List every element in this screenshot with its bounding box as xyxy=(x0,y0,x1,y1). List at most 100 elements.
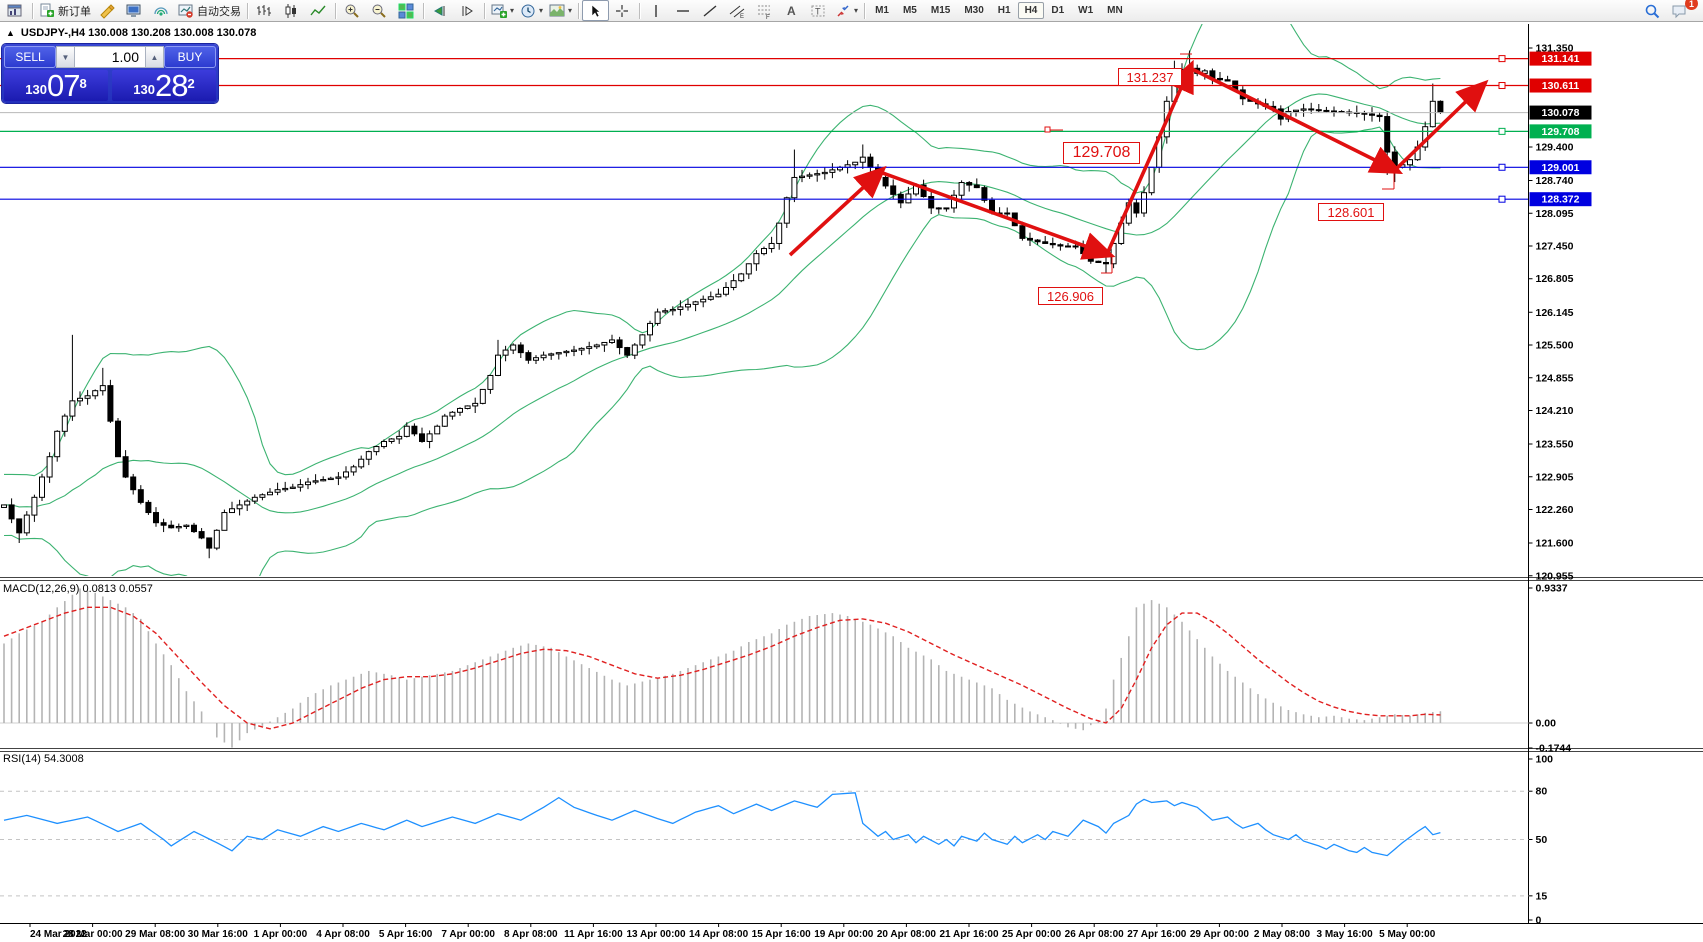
line-anchor-square[interactable] xyxy=(1498,127,1506,135)
autotrading-icon xyxy=(178,3,195,19)
price-badge-129.001 xyxy=(1529,160,1592,175)
terminal-button[interactable] xyxy=(121,0,148,21)
volume-down-button[interactable]: ▼ xyxy=(56,46,75,68)
zoom-out-button[interactable] xyxy=(366,0,393,21)
trend-arrow[interactable] xyxy=(1189,66,1404,175)
macd-label: MACD(12,26,9) 0.0813 0.0557 xyxy=(3,583,153,595)
svg-text:E: E xyxy=(740,14,744,19)
new-chart-icon xyxy=(491,3,508,19)
chart-canvas[interactable]: 131.350 129.400 128.740 128.095 127.450 126.8… xyxy=(0,22,1703,942)
autotrading-button[interactable]: 自动交易 xyxy=(175,0,244,21)
price-label-128601[interactable]: 128.601 xyxy=(1318,203,1384,221)
volume-input[interactable]: 1.00 xyxy=(75,46,145,68)
toolbar-separator xyxy=(335,2,336,19)
timeframe-w1-button[interactable]: W1 xyxy=(1078,5,1094,16)
periods-button[interactable]: ▾ xyxy=(517,0,546,21)
bollinger-middle-band xyxy=(4,93,1441,514)
toolbar-separator xyxy=(578,2,580,19)
new-chart-button[interactable]: ▾ xyxy=(488,0,517,21)
text-a-button[interactable]: A xyxy=(778,0,805,21)
zoom-in-button[interactable] xyxy=(339,0,366,21)
symbol-collapse-icon[interactable]: ▲ xyxy=(6,28,15,38)
timeframe-d1-button[interactable]: D1 xyxy=(1051,5,1065,16)
svg-text:19 Apr 00:00: 19 Apr 00:00 xyxy=(814,929,874,940)
trend-arrow[interactable] xyxy=(788,165,887,257)
trend-arrows[interactable] xyxy=(788,53,1489,274)
horizontal-lines[interactable] xyxy=(0,55,1529,203)
arrows-button[interactable]: ▾ xyxy=(832,0,861,21)
terminal-icon xyxy=(126,3,143,19)
dropdown-caret-icon: ▾ xyxy=(854,5,859,15)
tile-windows-button[interactable] xyxy=(393,0,420,21)
auto-scroll-button[interactable] xyxy=(427,0,454,21)
line-anchor-square[interactable] xyxy=(1498,163,1506,171)
timeframe-m30-button[interactable]: M30 xyxy=(964,5,984,16)
fibonacci-button[interactable]: F xyxy=(751,0,778,21)
sell-price[interactable]: 130 07 8 xyxy=(4,69,108,101)
crosshair-icon xyxy=(614,3,631,19)
svg-text:11 Apr 16:00: 11 Apr 16:00 xyxy=(564,929,623,940)
templates-icon xyxy=(549,3,566,19)
line-chart-button[interactable] xyxy=(305,0,332,21)
search-button[interactable] xyxy=(1639,0,1666,21)
timeframe-mn-button[interactable]: MN xyxy=(1107,5,1123,16)
volume-up-button[interactable]: ▲ xyxy=(145,46,164,68)
sell-button[interactable]: SELL xyxy=(4,46,56,68)
crayon-button[interactable] xyxy=(94,0,121,21)
buy-button[interactable]: BUY xyxy=(164,46,216,68)
chart-shift-button[interactable] xyxy=(454,0,481,21)
candles-chart-button[interactable] xyxy=(278,0,305,21)
trendline-button[interactable] xyxy=(697,0,724,21)
timeframe-m15-button[interactable]: M15 xyxy=(930,5,951,16)
trend-arrow[interactable] xyxy=(1105,59,1194,255)
line-anchor-square[interactable] xyxy=(1498,55,1506,63)
trend-arrow[interactable] xyxy=(879,170,1116,260)
text-a-icon: A xyxy=(783,3,800,19)
one-click-trade-panel: SELL ▼ 1.00 ▲ BUY 130 07 8 130 28 2 xyxy=(2,44,218,103)
price-label-129708[interactable]: 129.708 xyxy=(1063,142,1140,164)
hline-button[interactable] xyxy=(670,0,697,21)
line-anchor-square[interactable] xyxy=(1498,195,1506,203)
chart-shift-icon xyxy=(459,3,476,19)
timeframe-h1-button[interactable]: H1 xyxy=(997,5,1011,16)
chart-window-icon xyxy=(7,3,24,19)
chart-area[interactable]: 131.350 129.400 128.740 128.095 127.450 126.8… xyxy=(0,22,1703,942)
price-badge-128.372 xyxy=(1529,192,1592,207)
svg-text:2 May 08:00: 2 May 08:00 xyxy=(1254,929,1311,940)
trend-arrow[interactable] xyxy=(1393,79,1489,172)
notifications-button[interactable]: 1 xyxy=(1666,0,1698,21)
buy-price-int: 130 xyxy=(133,81,155,97)
timeframe-h4-button[interactable]: H4 xyxy=(1017,2,1045,19)
svg-text:126.145: 126.145 xyxy=(1536,307,1574,319)
line-chart-icon xyxy=(310,3,327,19)
toolbar-separator xyxy=(247,2,248,19)
svg-text:21 Apr 16:00: 21 Apr 16:00 xyxy=(939,929,999,940)
timeframe-m5-button[interactable]: M5 xyxy=(902,5,917,16)
price-label-131237[interactable]: 131.237 xyxy=(1118,68,1182,86)
svg-text:15 Apr 16:00: 15 Apr 16:00 xyxy=(752,929,812,940)
crosshair-button[interactable] xyxy=(609,0,636,21)
price-label-126906[interactable]: 126.906 xyxy=(1038,287,1103,305)
svg-text:126.805: 126.805 xyxy=(1536,273,1574,285)
chart-window-button[interactable] xyxy=(2,0,29,21)
svg-text:128.372: 128.372 xyxy=(1542,194,1580,206)
candles-chart-icon xyxy=(283,3,300,19)
line-anchor-square[interactable] xyxy=(1498,82,1506,90)
channel-icon: E xyxy=(729,3,746,19)
svg-text:100: 100 xyxy=(1536,754,1554,766)
vline-button[interactable] xyxy=(643,0,670,21)
buy-price[interactable]: 130 28 2 xyxy=(112,69,216,101)
signal-button[interactable] xyxy=(148,0,175,21)
templates-button[interactable]: ▾ xyxy=(546,0,575,21)
timeframe-m1-button[interactable]: M1 xyxy=(875,5,889,16)
cursor-button[interactable] xyxy=(582,0,610,21)
macd-panel[interactable]: 0.9337 0.00 -0.1744 xyxy=(0,583,1571,755)
rsi-label: RSI(14) 54.3008 xyxy=(3,753,84,765)
channel-button[interactable]: E xyxy=(724,0,751,21)
text-label-button[interactable]: T xyxy=(805,0,832,21)
rsi-panel[interactable]: 100 80 50 15 0 xyxy=(0,754,1553,927)
bars-chart-button[interactable] xyxy=(251,0,278,21)
fibonacci-icon: F xyxy=(756,3,773,19)
new-order-button[interactable]: 新订单 xyxy=(36,0,94,21)
